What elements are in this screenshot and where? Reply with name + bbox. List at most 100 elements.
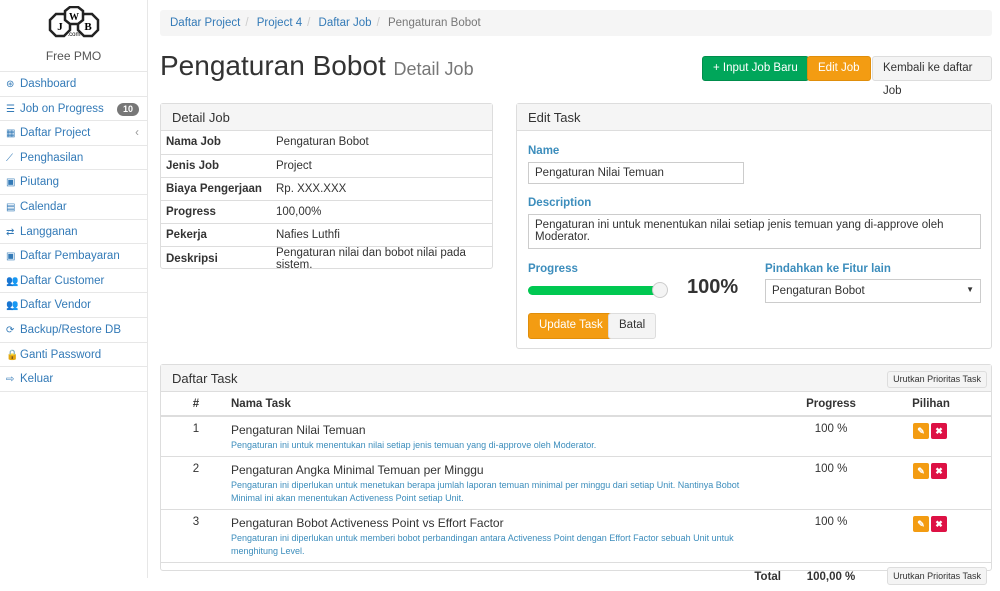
sidebar-item-ganti-password[interactable]: 🔒Ganti Password <box>0 343 147 368</box>
sidebar-item-daftar-project[interactable]: ▦Daftar Project ‹ <box>0 121 147 146</box>
update-task-button[interactable]: Update Task <box>528 313 614 339</box>
breadcrumb-daftar-job[interactable]: Daftar Job <box>319 17 372 29</box>
detail-value: Nafies Luthfi <box>271 223 492 246</box>
total-value: 100,00 % <box>791 563 871 591</box>
task-no: 1 <box>161 416 231 457</box>
svg-text:B: B <box>84 21 92 33</box>
sidebar-item-backup-restore-db[interactable]: ⟳Backup/Restore DB <box>0 318 147 343</box>
sidebar-item-label: Job on Progress <box>20 103 104 115</box>
task-name: Pengaturan Angka Minimal Temuan per Ming… <box>231 463 771 477</box>
breadcrumb-project[interactable]: Project 4 <box>257 17 302 29</box>
move-feature-selected: Pengaturan Bobot <box>772 285 865 297</box>
progress-slider-handle[interactable] <box>652 282 668 298</box>
detail-key: Jenis Job <box>161 154 271 177</box>
money-icon: ▣ <box>6 245 18 269</box>
sidebar-item-daftar-pembayaran[interactable]: ▣Daftar Pembayaran <box>0 244 147 269</box>
col-actions: Pilihan <box>871 392 991 416</box>
sidebar-item-label: Backup/Restore DB <box>20 324 121 336</box>
delete-icon[interactable]: ✖ <box>931 463 947 479</box>
detail-value: 100,00% <box>271 200 492 223</box>
svg-text:W: W <box>69 12 79 23</box>
calendar-icon: ▤ <box>6 196 18 220</box>
task-name: Pengaturan Bobot Activeness Point vs Eff… <box>231 516 771 530</box>
description-label: Description <box>528 197 591 209</box>
col-progress: Progress <box>791 392 871 416</box>
task-progress: 100 % <box>791 416 871 457</box>
sidebar-item-label: Daftar Project <box>20 127 90 139</box>
task-name: Pengaturan Nilai Temuan <box>231 423 771 437</box>
breadcrumb-separator: / <box>240 17 253 29</box>
sidebar-item-langganan[interactable]: ⇄Langganan <box>0 220 147 245</box>
sidebar-item-label: Daftar Vendor <box>20 299 91 311</box>
task-list-title: Daftar Task <box>172 371 238 386</box>
logo[interactable]: J W B .com Free PMO <box>0 0 147 72</box>
task-progress: 100 % <box>791 457 871 510</box>
delete-icon[interactable]: ✖ <box>931 423 947 439</box>
users-icon: 👥 <box>6 270 18 294</box>
move-feature-select[interactable]: Pengaturan Bobot▼ <box>765 279 981 303</box>
edit-icon[interactable]: ✎ <box>913 463 929 479</box>
col-no: # <box>161 392 231 416</box>
edit-job-button[interactable]: Edit Job <box>807 56 871 81</box>
detail-key: Deskripsi <box>161 246 271 271</box>
edit-icon[interactable]: ✎ <box>913 423 929 439</box>
name-label: Name <box>528 145 559 157</box>
edit-task-header: Edit Task <box>517 104 991 131</box>
task-no: 2 <box>161 457 231 510</box>
sort-task-priority-button-bottom[interactable]: Urutkan Prioritas Task <box>887 567 987 585</box>
task-progress: 100 % <box>791 510 871 563</box>
users-icon: 👥 <box>6 294 18 318</box>
sort-task-priority-button-top[interactable]: Urutkan Prioritas Task <box>887 371 987 388</box>
sidebar-item-keluar[interactable]: ⇨Keluar <box>0 367 147 392</box>
breadcrumb-current: Pengaturan Bobot <box>388 17 481 29</box>
input-job-baru-button[interactable]: + Input Job Baru <box>702 56 809 81</box>
sidebar-item-label: Langganan <box>20 226 78 238</box>
edit-task-panel: Edit Task Name Pengaturan Nilai Temuan D… <box>516 103 992 349</box>
dashboard-icon: ⊛ <box>6 73 18 97</box>
progress-label: Progress <box>528 263 578 275</box>
svg-text:J: J <box>57 21 63 33</box>
task-list-panel: Daftar Task Urutkan Prioritas Task #Nama… <box>160 364 992 571</box>
detail-value: Pengaturan nilai dan bobot nilai pada si… <box>271 246 492 271</box>
task-description: Pengaturan ini diperlukan untuk menetuka… <box>231 479 771 505</box>
edit-icon[interactable]: ✎ <box>913 516 929 532</box>
sidebar-item-penghasilan[interactable]: ⟋Penghasilan <box>0 146 147 171</box>
money-icon: ▣ <box>6 171 18 195</box>
breadcrumb-daftar-project[interactable]: Daftar Project <box>170 17 240 29</box>
sidebar-item-daftar-vendor[interactable]: 👥Daftar Vendor <box>0 293 147 318</box>
breadcrumb-separator: / <box>372 17 385 29</box>
sidebar-item-daftar-customer[interactable]: 👥Daftar Customer <box>0 269 147 294</box>
sidebar-item-dashboard[interactable]: ⊛Dashboard <box>0 72 147 97</box>
brand-name: Free PMO <box>0 49 147 63</box>
progress-slider[interactable] <box>528 286 662 295</box>
task-name-input[interactable]: Pengaturan Nilai Temuan <box>528 162 744 184</box>
refresh-icon: ⟳ <box>6 319 18 343</box>
chevron-left-icon[interactable]: ‹ <box>135 121 139 145</box>
delete-icon[interactable]: ✖ <box>931 516 947 532</box>
svg-text:.com: .com <box>67 32 80 38</box>
progress-slider-fill <box>528 286 662 295</box>
progress-value: 100% <box>687 276 738 299</box>
lock-icon: 🔒 <box>6 344 18 368</box>
sidebar-item-label: Penghasilan <box>20 152 83 164</box>
retweet-icon: ⇄ <box>6 221 18 245</box>
task-description-textarea[interactable]: Pengaturan ini untuk menentukan nilai se… <box>528 214 981 249</box>
back-to-job-list-button[interactable]: Kembali ke daftar Job <box>872 56 992 81</box>
detail-key: Progress <box>161 200 271 223</box>
table-icon: ▦ <box>6 122 18 146</box>
sidebar: J W B .com Free PMO ⊛Dashboard☰Job on Pr… <box>0 0 148 578</box>
sidebar-item-calendar[interactable]: ▤Calendar <box>0 195 147 220</box>
sidebar-item-piutang[interactable]: ▣Piutang <box>0 170 147 195</box>
detail-key: Biaya Pengerjaan <box>161 177 271 200</box>
cancel-button[interactable]: Batal <box>608 313 656 339</box>
job-count-badge: 10 <box>117 103 139 116</box>
